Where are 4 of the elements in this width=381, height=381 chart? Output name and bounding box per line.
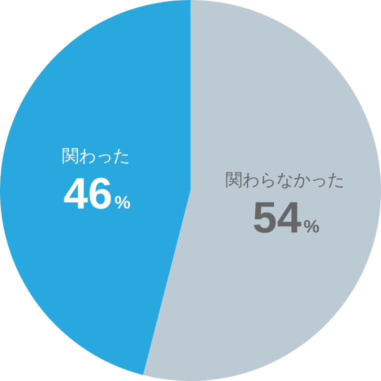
data-label: 54% — [252, 193, 320, 242]
slice-label: 関わらなかった — [226, 170, 344, 190]
slice-label: 関わった — [62, 146, 130, 167]
data-label: 46% — [64, 170, 130, 219]
